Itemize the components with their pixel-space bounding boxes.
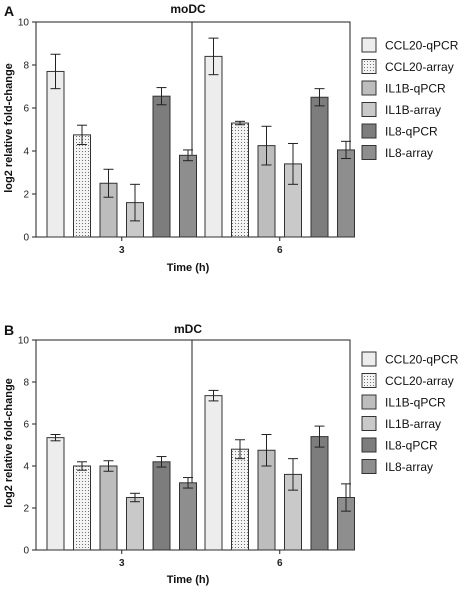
x-axis-label: Time (h) bbox=[167, 262, 210, 274]
y-tick-label: 6 bbox=[23, 104, 29, 115]
bar-ccl20-array-3 bbox=[73, 134, 91, 238]
panel-letter: B bbox=[4, 322, 14, 338]
bar-ccl20-qpcr-3 bbox=[46, 437, 65, 551]
legend-label: CCL20-array bbox=[385, 374, 454, 388]
y-tick-label: 4 bbox=[23, 462, 29, 473]
y-tick-label: 2 bbox=[23, 190, 29, 201]
bar-ccl20-qpcr-6 bbox=[204, 55, 223, 238]
y-tick-label: 6 bbox=[23, 420, 29, 431]
bar-il8-qpcr-6 bbox=[310, 96, 329, 238]
panel-b: B mDC Time (h) log2 relative fold-change… bbox=[3, 322, 459, 586]
legend-label: CCL20-qPCR bbox=[385, 39, 459, 53]
x-tick-label: 3 bbox=[119, 245, 125, 256]
legend-swatch bbox=[361, 123, 377, 139]
legend-swatch bbox=[361, 459, 377, 474]
panel-title: mDC bbox=[174, 322, 202, 336]
x-axis-label: Time (h) bbox=[167, 574, 210, 586]
bar-il8-qpcr-3 bbox=[152, 461, 171, 551]
legend-swatch bbox=[361, 145, 377, 160]
legend-swatch bbox=[361, 59, 377, 74]
x-tick-label: 3 bbox=[119, 558, 125, 569]
x-tick-label: 6 bbox=[277, 558, 283, 569]
legend-label: CCL20-qPCR bbox=[385, 353, 459, 367]
y-tick-label: 2 bbox=[23, 504, 29, 515]
legend-label: CCL20-array bbox=[385, 60, 454, 74]
x-tick-label: 6 bbox=[277, 245, 283, 256]
bar-ccl20-qpcr-6 bbox=[204, 395, 223, 551]
legend-swatch bbox=[361, 80, 377, 96]
y-tick-label: 8 bbox=[23, 61, 29, 72]
y-tick-label: 0 bbox=[23, 546, 29, 557]
bar-il8-qpcr-6 bbox=[310, 436, 329, 551]
legend-label: IL1B-array bbox=[385, 417, 441, 431]
legend-label: IL8-array bbox=[385, 460, 433, 474]
bar-il1b-qpcr-3 bbox=[99, 465, 118, 551]
legend-label: IL8-array bbox=[385, 146, 433, 160]
y-tick-label: 10 bbox=[18, 336, 30, 347]
legend-swatch bbox=[361, 394, 377, 410]
legend-swatch bbox=[361, 102, 377, 117]
y-tick-label: 0 bbox=[23, 233, 29, 244]
legend-swatch bbox=[361, 416, 377, 431]
panel-a: A moDC Time (h) log2 relative fold-chang… bbox=[3, 2, 459, 274]
bar-il8-array-3 bbox=[179, 154, 197, 238]
bar-ccl20-array-6 bbox=[231, 448, 249, 551]
legend-swatch bbox=[361, 37, 377, 53]
legend-swatch bbox=[361, 437, 377, 453]
bar-ccl20-array-6 bbox=[231, 122, 249, 238]
legend-label: IL1B-qPCR bbox=[385, 82, 446, 96]
bar-il8-array-6 bbox=[337, 149, 355, 238]
bar-ccl20-array-3 bbox=[73, 465, 91, 551]
panel-letter: A bbox=[4, 3, 14, 19]
y-axis-label: log2 relative fold-change bbox=[3, 63, 15, 193]
y-tick-label: 10 bbox=[18, 18, 30, 29]
legend-label: IL1B-array bbox=[385, 103, 441, 117]
legend-label: IL8-qPCR bbox=[385, 439, 438, 453]
legend-swatch bbox=[361, 373, 377, 388]
panel-title: moDC bbox=[170, 2, 206, 16]
bar-il8-qpcr-3 bbox=[152, 95, 171, 238]
y-tick-label: 8 bbox=[23, 378, 29, 389]
bar-il1b-array-3 bbox=[126, 497, 144, 551]
legend-swatch bbox=[361, 351, 377, 367]
bar-il8-array-3 bbox=[179, 482, 197, 551]
y-axis-label: log2 relative fold-change bbox=[3, 378, 15, 508]
legend-label: IL8-qPCR bbox=[385, 125, 438, 139]
y-tick-label: 4 bbox=[23, 147, 29, 158]
bar-ccl20-qpcr-3 bbox=[46, 70, 65, 238]
legend-label: IL1B-qPCR bbox=[385, 396, 446, 410]
